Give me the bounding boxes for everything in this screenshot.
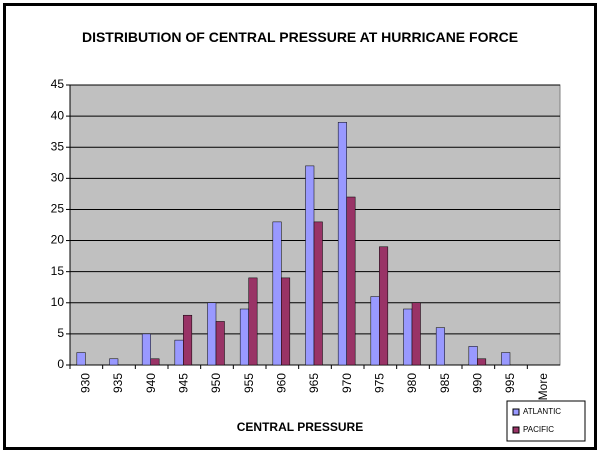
y-tick-label: 35 xyxy=(51,139,65,153)
x-tick-label: More xyxy=(536,373,550,401)
bar xyxy=(435,327,445,366)
x-tick-label: 975 xyxy=(373,373,387,393)
bar xyxy=(477,358,487,366)
bar xyxy=(346,196,356,366)
bar xyxy=(207,302,217,366)
bar xyxy=(379,246,389,366)
x-tick-label: 980 xyxy=(405,373,419,393)
bar xyxy=(239,308,249,366)
legend: ATLANTIC PACIFIC xyxy=(506,400,586,442)
legend-box xyxy=(506,400,586,442)
bar xyxy=(411,302,421,366)
x-tick-label: 930 xyxy=(79,373,93,393)
x-tick-label: 950 xyxy=(209,373,223,393)
bar xyxy=(501,352,511,366)
bar xyxy=(109,358,119,366)
bar xyxy=(248,277,258,366)
bar xyxy=(305,165,315,366)
x-tick-label: 960 xyxy=(275,373,289,393)
x-tick-label: 985 xyxy=(438,373,452,393)
bar xyxy=(281,277,291,366)
x-tick-label: 990 xyxy=(471,373,485,393)
x-tick-label: 965 xyxy=(307,373,321,393)
bar xyxy=(313,221,323,366)
chart-frame xyxy=(3,3,597,450)
bar xyxy=(215,321,225,366)
legend-label: PACIFIC xyxy=(523,425,554,434)
y-tick-label: 40 xyxy=(51,108,65,122)
x-tick-label: 940 xyxy=(144,373,158,393)
bar xyxy=(370,296,380,366)
bar xyxy=(403,308,413,366)
bar xyxy=(150,358,160,366)
y-tick-label: 20 xyxy=(51,233,65,247)
x-tick-label: 955 xyxy=(242,373,256,393)
chart-title: DISTRIBUTION OF CENTRAL PRESSURE AT HURR… xyxy=(81,29,519,45)
bar xyxy=(183,314,193,366)
x-axis-title: CENTRAL PRESSURE xyxy=(237,420,363,434)
y-tick-label: 5 xyxy=(57,326,64,340)
bar xyxy=(174,339,184,366)
x-tick-label: 935 xyxy=(111,373,125,393)
y-tick-label: 15 xyxy=(51,264,65,278)
legend-swatch xyxy=(512,426,520,434)
bar xyxy=(141,333,151,366)
x-tick-label: 995 xyxy=(503,373,517,393)
bar xyxy=(76,352,86,366)
bar xyxy=(468,346,478,366)
y-tick-label: 30 xyxy=(51,171,65,185)
y-tick-label: 10 xyxy=(51,295,65,309)
bar xyxy=(272,221,282,366)
legend-swatch xyxy=(512,408,520,416)
x-tick-label: 970 xyxy=(340,373,354,393)
bar xyxy=(337,122,347,366)
y-tick-label: 25 xyxy=(51,202,65,216)
y-tick-label: 0 xyxy=(57,357,64,371)
x-tick-label: 945 xyxy=(177,373,191,393)
y-tick-label: 45 xyxy=(51,77,65,91)
legend-label: ATLANTIC xyxy=(523,407,561,416)
